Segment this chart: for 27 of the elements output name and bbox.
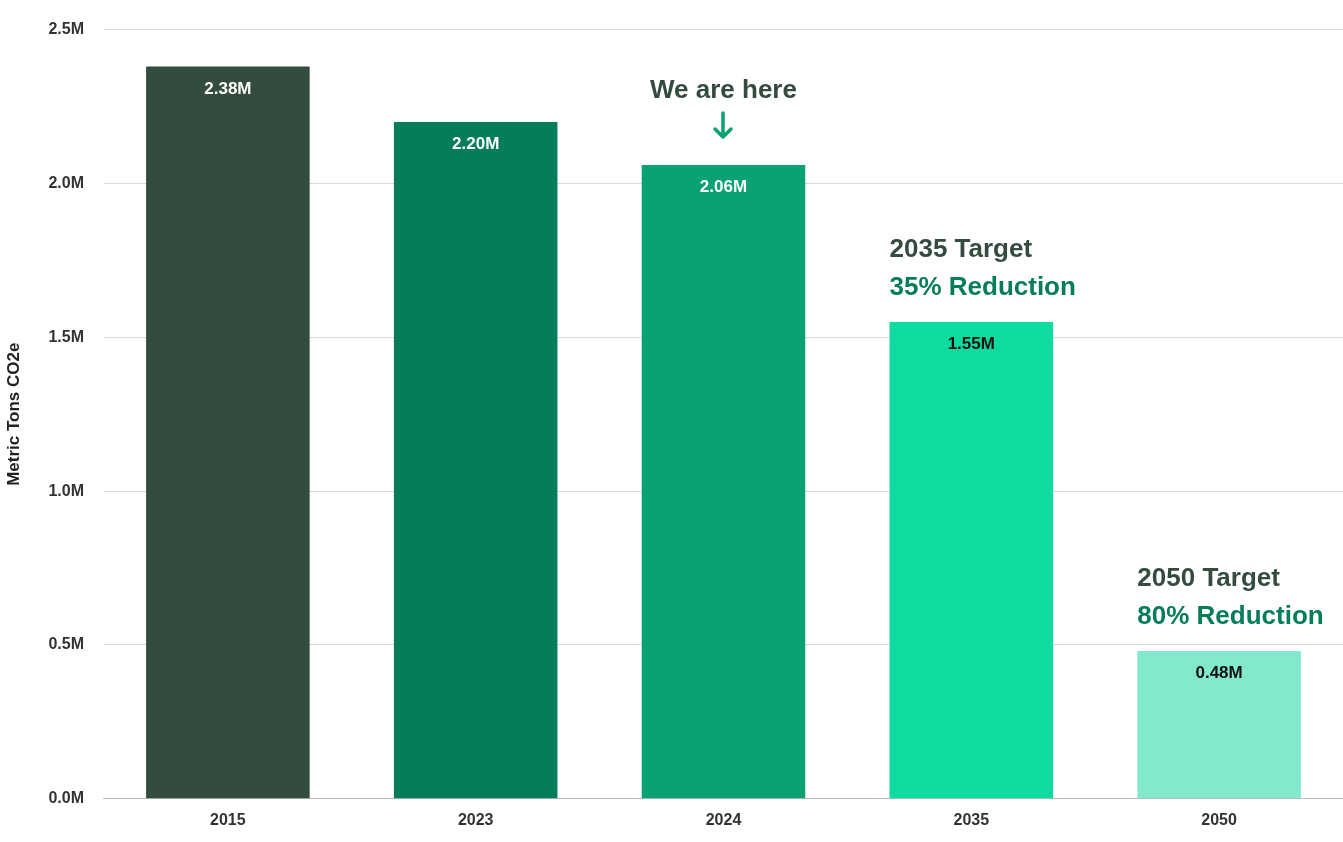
bar <box>1137 651 1301 799</box>
data-label: 1.55M <box>947 334 995 354</box>
x-tick-label: 2023 <box>457 810 494 828</box>
y-tick-label: 2.5M <box>48 20 84 38</box>
bar <box>889 321 1054 799</box>
y-tick-label: 2.0M <box>48 173 84 191</box>
x-tick-label: 2050 <box>1201 810 1237 828</box>
y-tick-label: 0.0M <box>48 789 84 807</box>
annotation: 35% Reduction <box>889 271 1076 302</box>
y-tick-label: 1.0M <box>48 481 84 499</box>
data-label: 0.48M <box>1195 663 1243 683</box>
annotation: 2035 Target <box>889 233 1033 264</box>
x-tick-label: 2015 <box>210 810 246 828</box>
x-tick-label: 2024 <box>705 810 742 828</box>
annotation: 2050 Target <box>1137 562 1281 593</box>
y-axis-title: Metric Tons CO2e <box>3 342 23 486</box>
bar <box>393 121 558 799</box>
data-label: 2.20M <box>452 134 500 154</box>
bar <box>146 66 310 799</box>
data-label: 2.06M <box>699 177 748 197</box>
annotation: We are here <box>650 74 797 105</box>
y-tick-label: 0.5M <box>48 635 84 653</box>
data-label: 2.38M <box>204 78 252 98</box>
y-tick-label: 1.5M <box>48 327 84 345</box>
annotation: 80% Reduction <box>1137 600 1324 631</box>
bar <box>641 164 806 799</box>
x-tick-label: 2035 <box>953 810 990 828</box>
